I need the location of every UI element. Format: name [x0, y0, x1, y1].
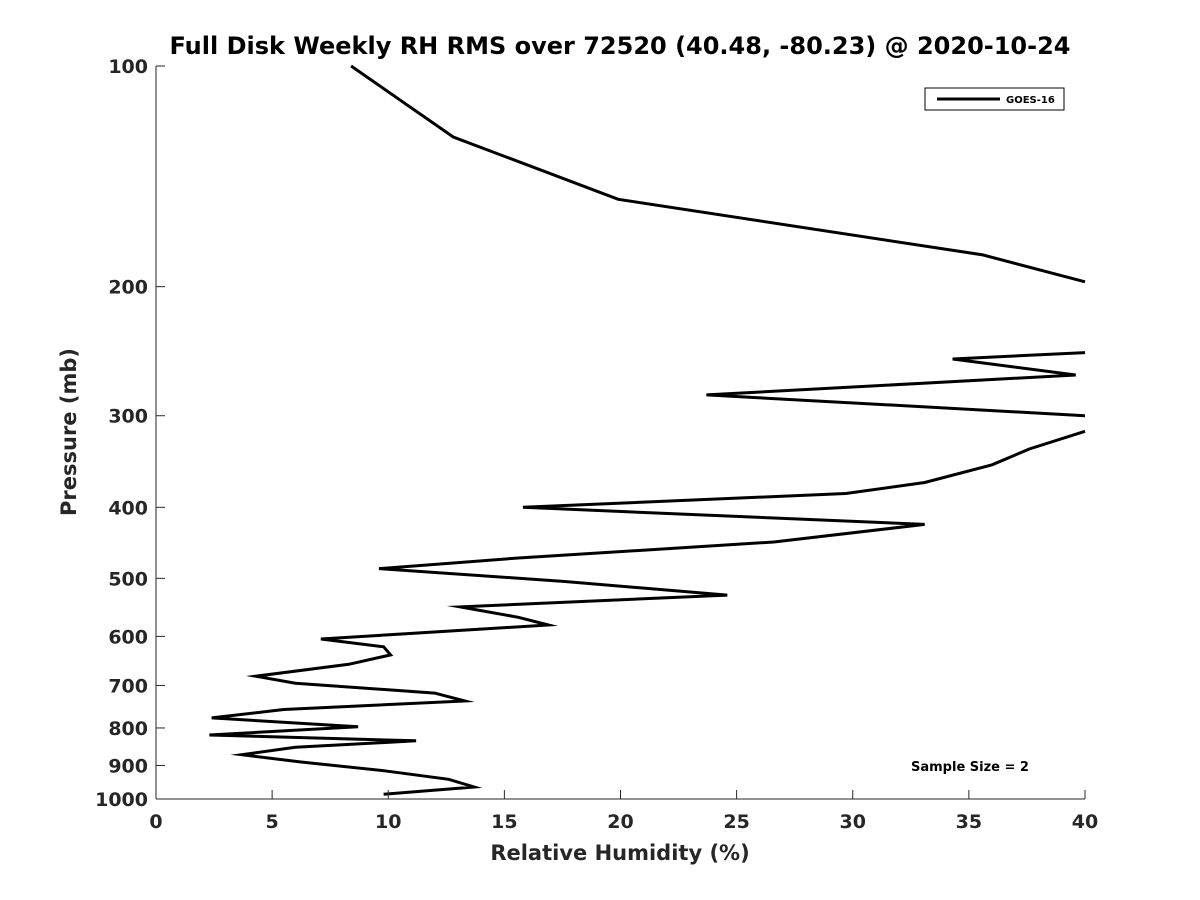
- y-tick-label: 300: [108, 406, 148, 428]
- x-tick-label: 0: [149, 811, 162, 833]
- x-tick-label: 20: [607, 811, 633, 833]
- sample-size-annotation: Sample Size = 2: [911, 760, 1029, 775]
- y-tick-label: 600: [108, 626, 148, 648]
- x-tick-label: 40: [1072, 811, 1098, 833]
- y-tick-label: 800: [108, 718, 148, 740]
- x-tick-label: 30: [840, 811, 866, 833]
- series-line-goes-16-segment-2: [706, 351, 1086, 418]
- y-tick-label: 1000: [95, 789, 148, 811]
- x-tick-label: 15: [491, 811, 517, 833]
- chart-title: Full Disk Weekly RH RMS over 72520 (40.4…: [169, 32, 1070, 60]
- legend: GOES-16: [924, 87, 1065, 111]
- y-axis-label: Pressure (mb): [57, 348, 81, 516]
- x-tick-label: 5: [266, 811, 279, 833]
- x-axis-ticks: 0 5 10 15 20 25 30 35 40: [149, 790, 1098, 833]
- x-tick-label: 35: [956, 811, 982, 833]
- x-axis-label: Relative Humidity (%): [490, 841, 749, 865]
- y-tick-label: 500: [108, 568, 148, 590]
- y-tick-label: 700: [108, 675, 148, 697]
- series-line-goes-16-segment-1: [350, 64, 1086, 284]
- series-layer: [209, 64, 1086, 796]
- y-axis-ticks: 100 200 300 400 500 600 700 800 900 1000: [95, 56, 165, 811]
- y-tick-label: 900: [108, 755, 148, 777]
- y-tick-label: 200: [108, 277, 148, 299]
- y-tick-label: 400: [108, 497, 148, 519]
- x-tick-label: 25: [723, 811, 749, 833]
- series-line-goes-16-segment-3: [209, 429, 1086, 796]
- x-tick-label: 10: [375, 811, 401, 833]
- y-tick-label: 100: [108, 56, 148, 78]
- legend-label-goes-16: GOES-16: [1006, 95, 1055, 106]
